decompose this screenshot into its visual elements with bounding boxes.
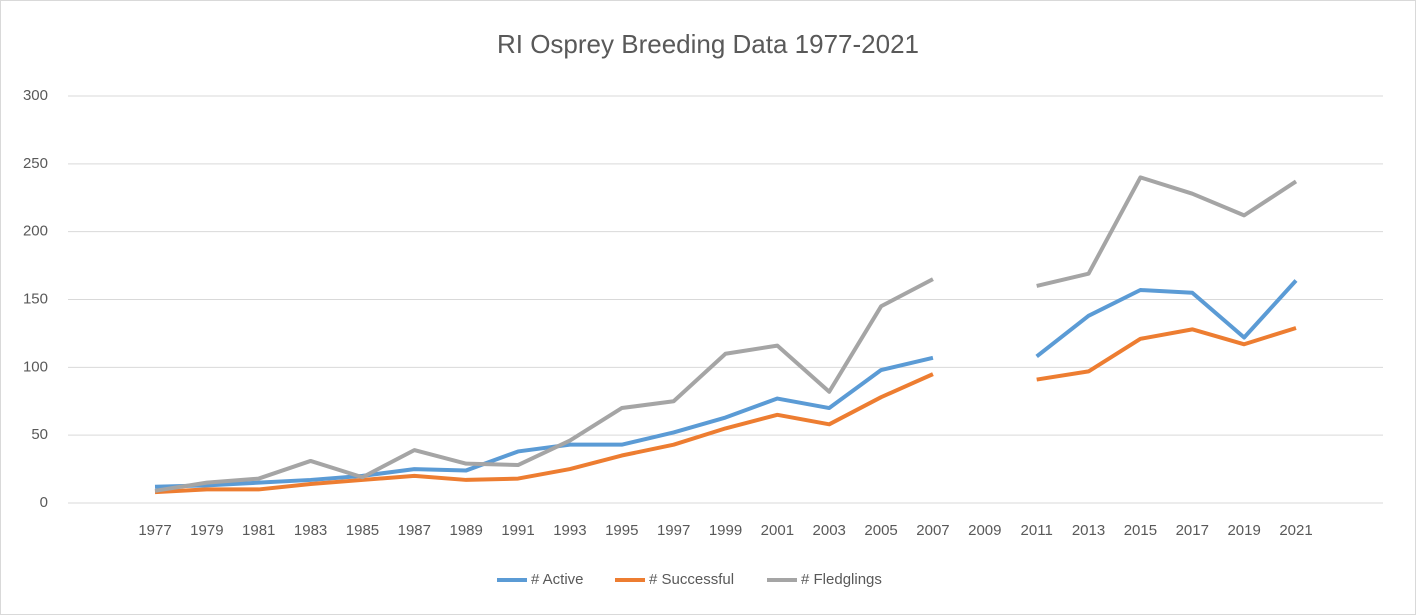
y-tick-label: 250 [23, 155, 48, 172]
legend-label: # Successful [649, 571, 734, 588]
x-tick-label: 2009 [968, 522, 1001, 539]
series-line [1036, 326, 1297, 382]
x-tick-label: 1977 [138, 522, 171, 539]
legend-label: # Fledglings [801, 571, 882, 588]
y-tick-label: 50 [31, 426, 48, 443]
y-tick-label: 0 [40, 494, 48, 511]
x-tick-label: 1989 [449, 522, 482, 539]
x-tick-label: 2005 [864, 522, 897, 539]
series-line [154, 372, 934, 495]
x-tick-label: 1995 [605, 522, 638, 539]
series-line [1035, 279, 1298, 359]
y-tick-label: 200 [23, 223, 48, 240]
x-tick-label: 1987 [398, 522, 431, 539]
x-tick-label: 2019 [1227, 522, 1260, 539]
x-tick-label: 1991 [501, 522, 534, 539]
x-tick-label: 1979 [190, 522, 223, 539]
y-tick-label: 100 [23, 358, 48, 375]
x-tick-label: 2015 [1124, 522, 1157, 539]
x-tick-label: 2003 [813, 522, 846, 539]
x-tick-label: 1993 [553, 522, 586, 539]
y-tick-label: 150 [23, 290, 48, 307]
x-tick-label: 2011 [1021, 522, 1053, 539]
series-line [154, 277, 934, 493]
x-tick-label: 2001 [761, 522, 794, 539]
chart-title: RI Osprey Breeding Data 1977-2021 [497, 29, 919, 59]
series-line [154, 355, 934, 489]
x-tick-label: 1983 [294, 522, 327, 539]
x-tick-label: 1981 [242, 522, 275, 539]
x-tick-label: 2017 [1176, 522, 1209, 539]
legend-label: # Active [531, 571, 584, 588]
series-line [1036, 175, 1298, 288]
y-tick-label: 300 [23, 87, 48, 104]
x-tick-label: 2013 [1072, 522, 1105, 539]
x-tick-label: 1999 [709, 522, 742, 539]
x-tick-label: 1985 [346, 522, 379, 539]
x-tick-label: 2021 [1279, 522, 1312, 539]
x-tick-label: 2007 [916, 522, 949, 539]
x-tick-label: 1997 [657, 522, 690, 539]
